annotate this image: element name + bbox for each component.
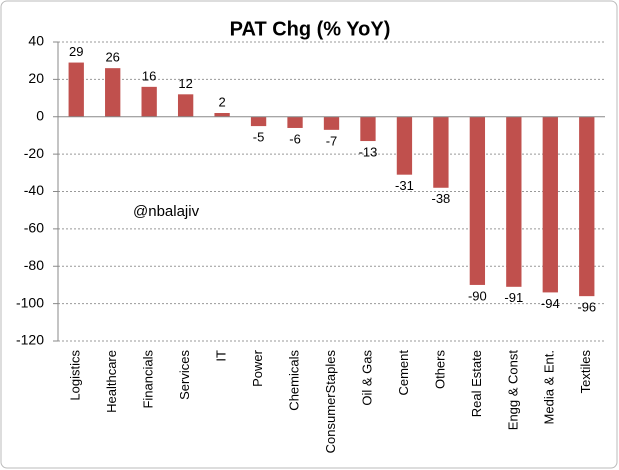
y-tick-label: 0	[36, 107, 44, 123]
x-tick-label: Logistics	[68, 350, 83, 401]
bar	[433, 116, 449, 188]
y-tick-label: -40	[24, 182, 44, 198]
x-tick-label: Media & Ent.	[542, 350, 557, 424]
data-label: -7	[326, 133, 338, 148]
x-tick-label: Engg & Const	[505, 350, 520, 431]
bar	[105, 68, 121, 117]
data-label: 12	[178, 76, 192, 91]
bar	[360, 116, 376, 142]
data-label: 29	[69, 44, 83, 59]
x-tick-label: IT	[214, 350, 229, 362]
bar	[506, 116, 522, 287]
bar	[68, 62, 84, 117]
x-tick-label: Oil & Gas	[359, 350, 374, 406]
data-label: -5	[253, 130, 265, 145]
data-label: 16	[142, 68, 156, 83]
bar	[542, 116, 558, 293]
data-label: -31	[395, 178, 414, 193]
chart-title: PAT Chg (% YoY)	[230, 18, 391, 40]
y-tick-label: -20	[24, 145, 44, 161]
y-tick-label: -120	[16, 332, 44, 348]
data-label: 2	[218, 94, 225, 109]
bar	[214, 113, 230, 117]
y-tick-label: -80	[24, 257, 44, 273]
y-tick-label: 40	[28, 33, 44, 49]
data-label: -96	[577, 300, 596, 315]
x-tick-label: Healthcare	[104, 350, 119, 413]
x-tick-label: Power	[250, 349, 265, 387]
data-label: -91	[504, 290, 523, 305]
data-label: -90	[468, 288, 487, 303]
x-tick-label: Real Estate	[469, 350, 484, 417]
x-tick-label: Chemicals	[286, 350, 301, 411]
data-label: 26	[105, 50, 119, 65]
bar	[177, 94, 194, 117]
x-tick-label: Cement	[396, 350, 411, 396]
bar	[579, 116, 595, 297]
data-label: -94	[541, 296, 560, 311]
x-tick-label: Textiles	[578, 350, 593, 394]
y-tick-label: -60	[24, 220, 44, 236]
x-tick-label: Others	[432, 350, 447, 390]
x-tick-label: Financials	[141, 350, 156, 409]
bar	[469, 116, 486, 285]
bar	[323, 116, 340, 130]
bar	[250, 116, 267, 127]
y-tick-label: -100	[16, 294, 44, 310]
annotation: @nbalajiv	[133, 203, 200, 220]
data-label: -38	[432, 191, 451, 206]
bar	[287, 116, 303, 128]
bar	[396, 116, 413, 175]
y-tick-label: 20	[28, 70, 44, 86]
x-tick-label: Services	[177, 350, 192, 400]
data-label: -6	[289, 131, 301, 146]
x-tick-label: ConsumerStaples	[323, 350, 338, 454]
bar	[141, 86, 157, 117]
data-label: -13	[359, 144, 378, 159]
